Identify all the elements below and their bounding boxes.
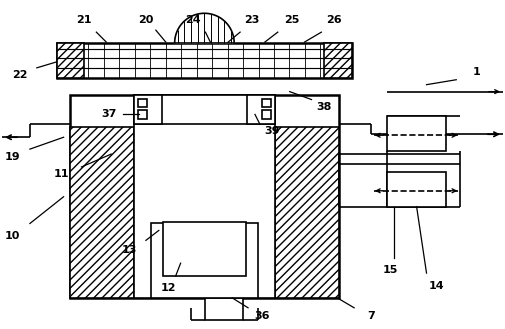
- Text: 19: 19: [4, 152, 20, 162]
- Bar: [138, 111, 147, 119]
- Text: 36: 36: [254, 311, 270, 321]
- Bar: [387, 116, 446, 151]
- Bar: [387, 172, 446, 207]
- Bar: [324, 43, 352, 78]
- Text: 39: 39: [264, 126, 280, 136]
- Text: 13: 13: [121, 245, 137, 255]
- Bar: [70, 95, 339, 298]
- Text: 14: 14: [429, 281, 444, 291]
- Bar: [57, 43, 352, 78]
- Text: 38: 38: [317, 103, 332, 113]
- Text: 1: 1: [472, 67, 480, 77]
- Bar: [247, 95, 275, 124]
- Text: 11: 11: [54, 169, 69, 179]
- Text: 20: 20: [138, 15, 154, 25]
- Bar: [57, 43, 84, 78]
- Bar: [134, 95, 275, 298]
- Bar: [134, 95, 275, 124]
- Bar: [262, 99, 271, 108]
- Text: 12: 12: [161, 283, 176, 293]
- Text: 25: 25: [284, 15, 299, 25]
- Bar: [163, 221, 246, 276]
- Text: 10: 10: [5, 231, 20, 241]
- Text: 26: 26: [327, 15, 342, 25]
- Bar: [275, 127, 339, 298]
- Text: 22: 22: [12, 70, 28, 80]
- Bar: [262, 111, 271, 119]
- Bar: [134, 95, 162, 124]
- Bar: [70, 127, 134, 298]
- Text: 21: 21: [76, 15, 91, 25]
- Bar: [151, 223, 258, 298]
- Bar: [206, 298, 243, 320]
- Text: 37: 37: [102, 110, 117, 119]
- Bar: [138, 99, 147, 108]
- Text: 24: 24: [185, 15, 200, 25]
- Text: 15: 15: [383, 265, 398, 275]
- Polygon shape: [175, 13, 234, 43]
- Text: 7: 7: [367, 311, 375, 321]
- Text: 23: 23: [244, 15, 260, 25]
